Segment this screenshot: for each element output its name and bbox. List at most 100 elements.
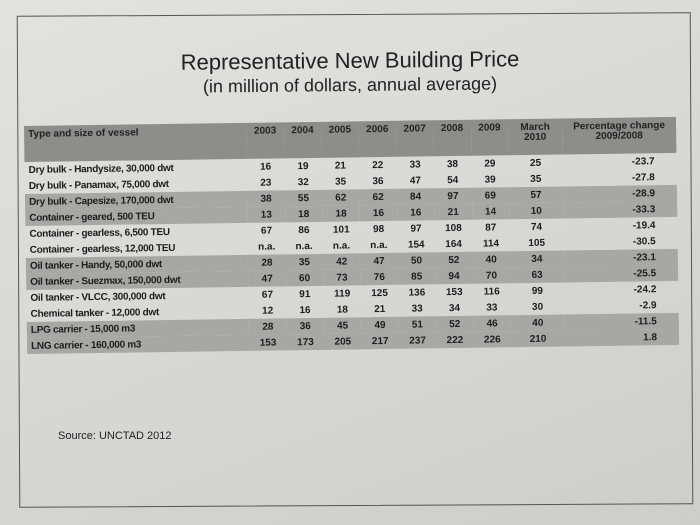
price-cell: 38 xyxy=(247,190,285,207)
price-cell: 28 xyxy=(248,254,286,271)
price-cell: 84 xyxy=(396,188,435,205)
price-cell: 35 xyxy=(530,173,542,185)
price-cell: 70 xyxy=(472,267,511,284)
price-cell: 38 xyxy=(446,158,459,170)
percentage-change-cell: -23.7 xyxy=(631,155,655,168)
price-cell: 42 xyxy=(322,253,361,270)
price-cell: 33 xyxy=(409,158,421,171)
price-cell: 49 xyxy=(361,316,399,334)
price-cell: 62 xyxy=(359,188,397,206)
price-cell: 105 xyxy=(528,237,546,249)
price-cell: 47 xyxy=(409,174,421,187)
price-cell: 36 xyxy=(372,175,384,187)
percentage-change-cell: -27.8 xyxy=(631,171,655,184)
price-cell: 21 xyxy=(374,303,386,315)
price-cell: 18 xyxy=(284,205,323,223)
price-cell: 52 xyxy=(435,251,473,269)
price-cell: 55 xyxy=(284,189,323,207)
price-cell: 153 xyxy=(445,286,463,298)
price-cell: 52 xyxy=(435,315,474,333)
price-cell: 22 xyxy=(372,159,384,171)
price-cell: 35 xyxy=(285,253,324,271)
price-cell: 10 xyxy=(509,202,564,220)
price-cell: 108 xyxy=(444,222,462,234)
column-header: March 2010 xyxy=(507,118,563,156)
column-header: 2003 xyxy=(246,122,285,159)
price-cell: 63 xyxy=(510,266,565,284)
price-cell: 101 xyxy=(332,223,350,236)
price-cell: 30 xyxy=(531,301,544,313)
price-cell: n.a. xyxy=(332,239,351,252)
price-cell: 18 xyxy=(322,205,360,222)
price-cell: 62 xyxy=(322,189,360,206)
column-header: 2007 xyxy=(395,120,434,157)
percentage-change-cell: -2.9 xyxy=(639,299,657,311)
percentage-change-cell: -24.2 xyxy=(633,283,657,296)
price-cell: 67 xyxy=(261,289,274,301)
price-cell: 32 xyxy=(297,176,309,188)
price-cell: 226 xyxy=(473,331,512,348)
percentage-change-cell: 1.8 xyxy=(564,328,680,347)
price-cell: 21 xyxy=(434,203,472,221)
price-cell: 86 xyxy=(298,224,310,236)
column-header: 2006 xyxy=(358,120,397,158)
price-cell: 29 xyxy=(484,157,496,170)
percentage-change-cell: -19.4 xyxy=(632,219,656,232)
price-cell: 12 xyxy=(262,305,274,317)
price-cell: 16 xyxy=(359,204,398,222)
price-cell: 45 xyxy=(323,317,362,334)
price-cell: 25 xyxy=(529,157,542,169)
percentage-change-cell: -23.1 xyxy=(563,248,679,267)
price-cell: 87 xyxy=(485,221,497,234)
price-cell: 74 xyxy=(530,221,543,233)
price-cell: 28 xyxy=(249,318,287,335)
price-cell: 237 xyxy=(398,332,437,349)
price-cell: n.a. xyxy=(295,240,313,252)
column-header: 2005 xyxy=(321,121,359,158)
price-cell: 154 xyxy=(407,238,425,251)
vessel-type-cell: LNG carrier - 160,000 m3 xyxy=(26,334,250,354)
price-cell: 40 xyxy=(472,251,511,268)
column-header: Type and size of vessel xyxy=(24,122,247,162)
price-cell: 119 xyxy=(334,287,351,300)
price-cell: 33 xyxy=(411,302,423,315)
column-header: 2009 xyxy=(470,119,509,156)
price-cell: 16 xyxy=(259,161,272,173)
price-cell: 13 xyxy=(247,206,286,223)
price-cell: 54 xyxy=(447,174,459,186)
price-cell: 76 xyxy=(360,268,399,286)
price-cell: 51 xyxy=(398,316,437,333)
percentage-change-cell: -11.5 xyxy=(564,312,679,331)
price-cell: 164 xyxy=(445,238,463,250)
price-cell: 99 xyxy=(531,285,543,297)
price-cell: 69 xyxy=(471,187,510,204)
column-header: 2004 xyxy=(283,121,322,159)
price-cell: n.a. xyxy=(370,239,388,251)
price-cell: 40 xyxy=(510,314,565,332)
percentage-change-cell: -33.3 xyxy=(563,200,678,219)
price-cell: 205 xyxy=(324,333,362,350)
price-cell: 16 xyxy=(396,204,435,221)
price-cell: 19 xyxy=(297,160,309,172)
price-cell: 94 xyxy=(435,267,473,285)
price-cell: 67 xyxy=(260,225,273,237)
price-cell: 23 xyxy=(260,177,272,189)
price-cell: 125 xyxy=(371,287,388,299)
price-cell: 36 xyxy=(286,317,325,335)
percentage-change-cell: -30.5 xyxy=(632,235,656,248)
price-cell: 14 xyxy=(471,203,510,220)
price-cell: 136 xyxy=(408,286,426,299)
price-cell: 114 xyxy=(482,237,500,250)
source-note: Source: UNCTAD 2012 xyxy=(58,430,172,442)
price-cell: 57 xyxy=(508,186,564,204)
price-cell: 33 xyxy=(486,301,498,314)
price-cell: 34 xyxy=(509,250,565,268)
percentage-change-cell: -25.5 xyxy=(564,264,679,283)
percentage-change-cell: -28.9 xyxy=(562,184,678,203)
column-header: 2008 xyxy=(433,119,472,157)
price-cell: 16 xyxy=(299,304,311,316)
price-cell: 21 xyxy=(334,160,347,172)
price-cell: 18 xyxy=(336,303,349,316)
price-cell: 47 xyxy=(248,270,286,287)
